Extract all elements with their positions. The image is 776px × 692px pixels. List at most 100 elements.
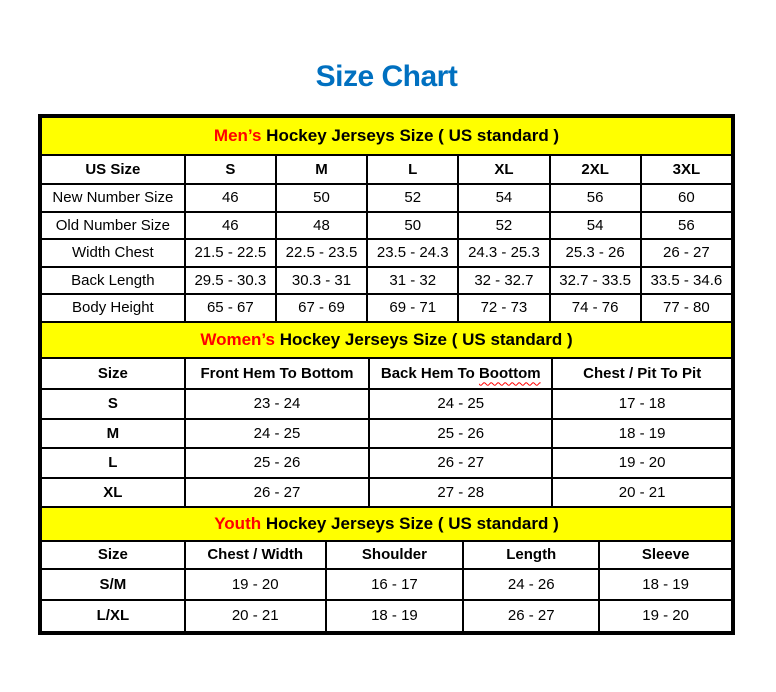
row-label-cell: Width Chest	[40, 238, 186, 268]
data-cell: 18 - 19	[551, 417, 733, 450]
column-header: S	[183, 153, 277, 186]
size-chart: Men’s Hockey Jerseys Size ( US standard …	[38, 113, 735, 635]
data-cell: 32.7 - 33.5	[548, 265, 642, 296]
row-label-cell: XL	[40, 476, 186, 509]
row-label-cell: S	[40, 388, 186, 420]
data-cell: 29.5 - 30.3	[183, 265, 277, 296]
mens-section-row: Men’s Hockey Jerseys Size ( US standard …	[40, 115, 733, 156]
data-cell: 52	[366, 183, 460, 213]
data-cell: 67 - 69	[274, 293, 369, 323]
table-row: M 24 - 25 25 - 26 18 - 19	[40, 417, 733, 450]
data-cell: 20 - 21	[183, 599, 327, 633]
data-cell: 50	[274, 183, 369, 213]
row-label-cell: Back Length	[40, 265, 186, 296]
data-cell: 17 - 18	[551, 388, 733, 420]
data-cell: 18 - 19	[324, 599, 465, 633]
data-cell: 26 - 27	[183, 476, 371, 509]
womens-header-row: Size Front Hem To Bottom Back Hem To Boott…	[40, 356, 733, 391]
data-cell: 18 - 19	[598, 567, 733, 602]
column-header: Shoulder	[324, 540, 465, 570]
misspelled-word: Boottom	[478, 364, 541, 382]
row-label-cell: Old Number Size	[40, 210, 186, 241]
data-cell: 77 - 80	[639, 293, 734, 323]
data-cell: 20 - 21	[551, 476, 733, 509]
data-cell: 24 - 25	[183, 417, 371, 450]
table-row: Old Number Size 46 48 50 52 54 56	[40, 210, 734, 241]
table-row: L/XL 20 - 21 18 - 19 26 - 27 19 - 20	[40, 599, 733, 633]
data-cell: 19 - 20	[551, 447, 733, 479]
page-title: Size Chart	[315, 60, 458, 93]
data-cell: 65 - 67	[183, 293, 277, 323]
data-cell: 56	[639, 210, 734, 241]
column-header: Length	[462, 540, 601, 570]
table-row: L 25 - 26 26 - 27 19 - 20	[40, 447, 733, 479]
data-cell: 30.3 - 31	[274, 265, 369, 296]
row-label-cell: L	[40, 447, 186, 479]
youth-section-title-rest: Hockey Jerseys Size ( US standard )	[261, 514, 559, 534]
mens-header-row: US Size S M L XL 2XL 3XL	[40, 153, 734, 186]
data-cell: 69 - 71	[366, 293, 460, 323]
column-header-text: Back Hem To	[380, 364, 479, 382]
column-header: Chest / Width	[183, 540, 327, 570]
data-cell: 74 - 76	[548, 293, 642, 323]
youth-table: Youth Hockey Jerseys Size ( US standard …	[40, 506, 733, 633]
column-header: 3XL	[639, 153, 734, 186]
row-label-cell: S/M	[40, 567, 186, 602]
data-cell: 56	[548, 183, 642, 213]
data-cell: 52	[457, 210, 551, 241]
data-cell: 22.5 - 23.5	[274, 238, 369, 268]
womens-group-label: Women’s	[200, 329, 275, 349]
data-cell: 26 - 27	[639, 238, 734, 268]
womens-section-row: Women’s Hockey Jerseys Size ( US standar…	[40, 320, 733, 359]
data-cell: 25 - 26	[183, 447, 371, 479]
data-cell: 72 - 73	[457, 293, 551, 323]
mens-group-label: Men’s	[213, 125, 262, 145]
column-header: L	[366, 153, 460, 186]
data-cell: 54	[457, 183, 551, 213]
column-header: Front Hem To Bottom	[183, 356, 371, 391]
page-header: Size Chart	[38, 60, 735, 95]
data-cell: 24 - 25	[368, 388, 554, 420]
youth-header-row: Size Chest / Width Shoulder Length Sleeve	[40, 540, 733, 570]
data-cell: 24 - 26	[462, 567, 601, 602]
column-header: US Size	[40, 153, 186, 186]
column-header: 2XL	[548, 153, 642, 186]
column-header: M	[274, 153, 369, 186]
data-cell: 27 - 28	[368, 476, 554, 509]
row-label-cell: L/XL	[40, 599, 186, 633]
mens-section-header: Men’s Hockey Jerseys Size ( US standard …	[40, 115, 733, 156]
row-label-cell: M	[40, 417, 186, 450]
data-cell: 23 - 24	[183, 388, 371, 420]
mens-table: Men’s Hockey Jerseys Size ( US standard …	[40, 115, 734, 323]
data-cell: 25 - 26	[368, 417, 554, 450]
data-cell: 25.3 - 26	[548, 238, 642, 268]
table-row: S 23 - 24 24 - 25 17 - 18	[40, 388, 733, 420]
womens-section-title-rest: Hockey Jerseys Size ( US standard )	[274, 329, 573, 349]
column-header: Size	[40, 540, 186, 570]
column-header: Sleeve	[598, 540, 733, 570]
row-label-cell: New Number Size	[40, 183, 186, 213]
data-cell: 19 - 20	[598, 599, 733, 633]
data-cell: 48	[274, 210, 369, 241]
data-cell: 46	[183, 183, 277, 213]
data-cell: 16 - 17	[324, 567, 465, 602]
data-cell: 21.5 - 22.5	[183, 238, 277, 268]
table-row: Body Height 65 - 67 67 - 69 69 - 71 72 - 73 7…	[40, 293, 734, 323]
mens-section-title-rest: Hockey Jerseys Size ( US standard )	[261, 125, 560, 145]
youth-section-row: Youth Hockey Jerseys Size ( US standard …	[40, 506, 733, 543]
table-row: New Number Size 46 50 52 54 56 60	[40, 183, 734, 213]
data-cell: 60	[639, 183, 734, 213]
data-cell: 23.5 - 24.3	[366, 238, 460, 268]
data-cell: 26 - 27	[462, 599, 601, 633]
youth-group-label: Youth	[214, 514, 262, 534]
womens-section-header: Women’s Hockey Jerseys Size ( US standar…	[40, 320, 733, 359]
column-header: XL	[457, 153, 551, 186]
table-row: Back Length 29.5 - 30.3 30.3 - 31 31 - 32 32…	[40, 265, 734, 296]
column-header: Size	[40, 356, 186, 391]
column-header: Chest / Pit To Pit	[551, 356, 733, 391]
data-cell: 46	[183, 210, 277, 241]
table-row: Width Chest 21.5 - 22.5 22.5 - 23.5 23.5 - …	[40, 238, 734, 268]
data-cell: 31 - 32	[366, 265, 460, 296]
data-cell: 19 - 20	[183, 567, 327, 602]
data-cell: 33.5 - 34.6	[639, 265, 734, 296]
